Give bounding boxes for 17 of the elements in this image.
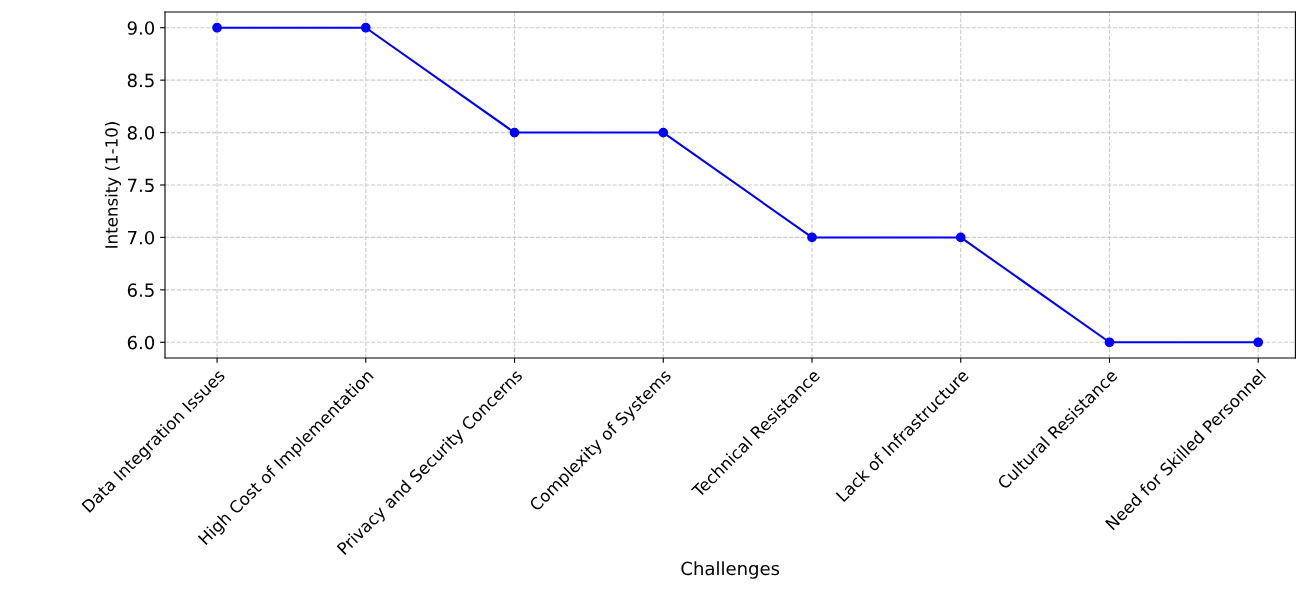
y-tick-label: 7.0 bbox=[128, 230, 155, 245]
point bbox=[360, 22, 371, 33]
y-tick-label: 8.5 bbox=[127, 73, 154, 88]
y-tick-label: 9.0 bbox=[127, 21, 155, 35]
y-tick-label: 7.5 bbox=[128, 178, 154, 193]
y-axis-title: Intensity (1-10) bbox=[104, 122, 122, 248]
point bbox=[212, 22, 222, 33]
point bbox=[1253, 337, 1264, 348]
point bbox=[658, 127, 669, 138]
point bbox=[509, 127, 520, 138]
y-tick-label: 6.5 bbox=[127, 283, 154, 297]
y-tick-label: 8.0 bbox=[127, 126, 155, 140]
point bbox=[807, 232, 817, 243]
point bbox=[955, 232, 966, 243]
point bbox=[1104, 337, 1115, 348]
x-axis-title: Challenges bbox=[681, 561, 780, 579]
y-tick-label: 6.0 bbox=[127, 335, 155, 350]
